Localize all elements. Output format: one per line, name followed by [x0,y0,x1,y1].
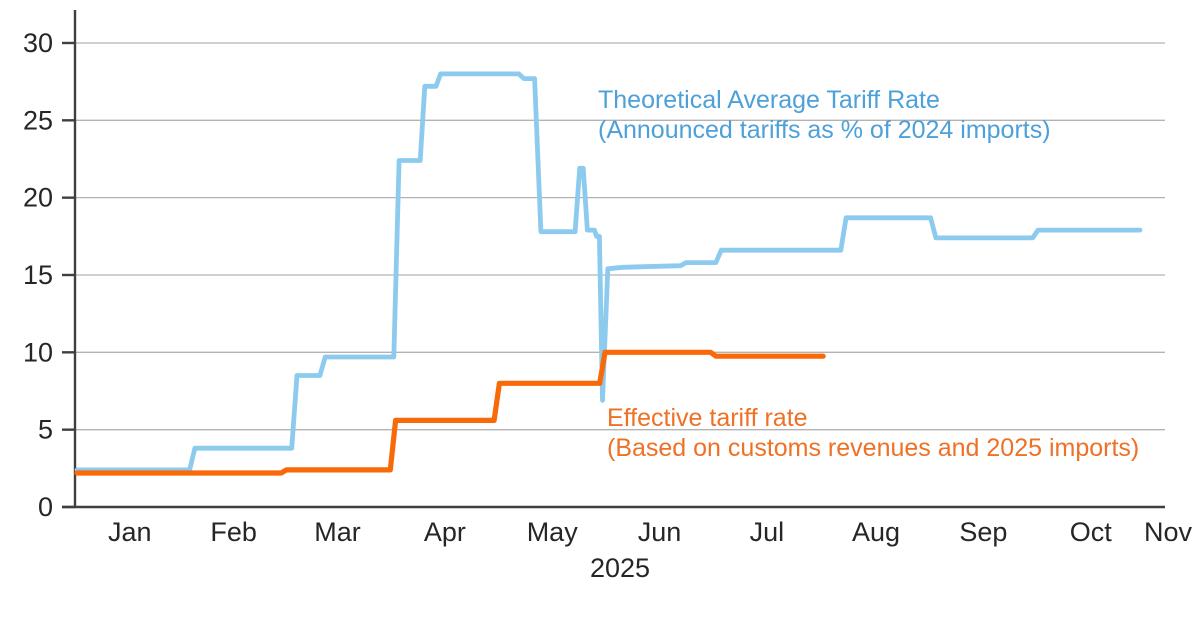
x-axis-month-label: Jan [108,517,152,547]
x-axis-month-label: May [527,517,579,547]
effective-tariff-rate-line [74,349,826,476]
theoretical-series-label-line2: (Announced tariffs as % of 2024 imports) [598,116,1051,144]
x-axis-month-label: Jun [638,517,682,547]
x-axis-year-label: 2025 [590,553,650,583]
x-axis-month-label: Sep [959,517,1007,547]
y-axis-tick-label: 5 [38,415,53,445]
x-axis-month-label: Nov [1144,517,1193,547]
x-axis-month-label: Apr [424,517,466,547]
effective-series-label-line1: Effective tariff rate [607,404,808,432]
y-axis-tick-label: 30 [23,28,53,58]
annotations-layer: Theoretical Average Tariff Rate (Announc… [598,86,1139,462]
x-axis-month-label: Oct [1070,517,1113,547]
effective-series-label-line2: (Based on customs revenues and 2025 impo… [607,434,1139,462]
series-layer [74,71,1143,476]
theoretical-series-label-line1: Theoretical Average Tariff Rate [598,86,940,114]
gridlines-layer [75,42,1165,431]
y-axis-tick-label: 15 [23,260,53,290]
y-axis-tick-label: 0 [38,492,53,522]
theoretical-average-tariff-rate-line [74,71,1143,473]
y-axis-tick-label: 10 [23,337,53,367]
x-axis-month-label: Aug [852,517,900,547]
x-axis-month-label: Mar [314,517,361,547]
y-axis-tick-label: 25 [23,105,53,135]
x-axis-month-label: Jul [750,517,785,547]
y-axis-tick-label: 20 [23,183,53,213]
x-axis-month-label: Feb [210,517,257,547]
